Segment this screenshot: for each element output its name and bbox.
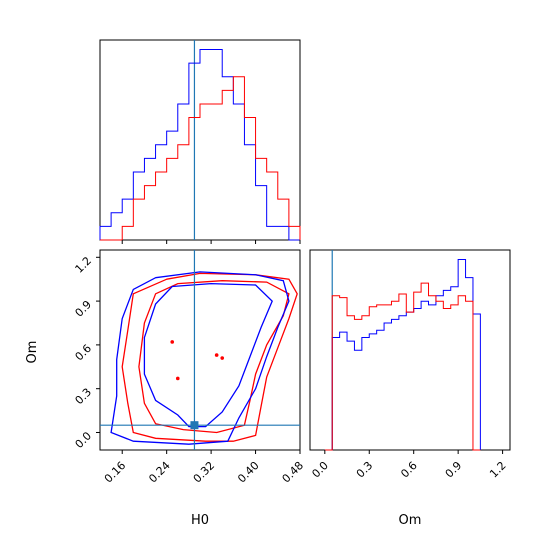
contour-panel: 0.16 0.24 0.32 0.40 0.48 0.00.30.60.91.2 H0 … bbox=[25, 249, 306, 528]
contour-y-tick-label: 0.6 bbox=[73, 342, 95, 364]
contour-y-tick-label: 1.2 bbox=[73, 254, 95, 276]
red-contour-line bbox=[121, 272, 298, 442]
red-contour-point bbox=[175, 376, 180, 381]
blue-contour-line bbox=[143, 282, 273, 428]
x-axis-label-h0: H0 bbox=[191, 513, 209, 528]
contour-x-tick-label: 0.40 bbox=[235, 459, 262, 486]
hist-om-blue-series bbox=[324, 259, 481, 451]
hist-om-red-series bbox=[324, 282, 481, 451]
truth-marker bbox=[190, 421, 199, 430]
contour-y-tick-label: 0.3 bbox=[73, 386, 95, 408]
hist-om-x-tick-label: 0.0 bbox=[309, 459, 331, 481]
hist-h0-blue-series bbox=[99, 49, 300, 241]
red-contour-point bbox=[214, 353, 219, 357]
contour-shapes bbox=[110, 271, 298, 445]
hist-h0-frame bbox=[99, 39, 301, 241]
contour-x-ticks: 0.16 0.24 0.32 0.40 0.48 bbox=[102, 450, 306, 485]
contour-x-tick-label: 0.32 bbox=[191, 459, 218, 486]
hist-h0-ticks bbox=[121, 240, 301, 244]
contour-x-tick-label: 0.48 bbox=[280, 459, 307, 486]
hist-h0-red-series bbox=[100, 76, 301, 241]
x-axis-label-om: Om bbox=[399, 513, 422, 528]
contour-y-tick-label: 0.0 bbox=[73, 429, 95, 451]
blue-contour-line bbox=[110, 271, 290, 445]
hist-om-frame bbox=[309, 249, 511, 451]
red-contour-point bbox=[220, 356, 225, 360]
contour-x-tick-label: 0.16 bbox=[102, 459, 129, 486]
contour-y-tick-label: 0.9 bbox=[73, 298, 95, 320]
contour-x-tick-label: 0.24 bbox=[146, 459, 173, 486]
hist-om-x-tick-label: 0.9 bbox=[443, 459, 465, 481]
hist-h0-panel bbox=[99, 39, 301, 244]
hist-om-x-ticks: 0.0 0.3 0.6 0.9 1.2 bbox=[309, 450, 509, 481]
contour-y-ticks: 0.0 0.3 0.6 0.9 1.2 bbox=[73, 254, 100, 451]
contour-frame bbox=[99, 249, 301, 451]
hist-om-x-tick-label: 0.3 bbox=[354, 459, 376, 481]
hist-om-x-tick-label: 0.6 bbox=[398, 459, 420, 481]
hist-om-panel: 0.0 0.3 0.6 0.9 1.2 Om bbox=[309, 249, 511, 528]
y-axis-label-om: Om bbox=[25, 341, 40, 364]
red-contour-point bbox=[170, 340, 175, 344]
hist-om-x-tick-label: 1.2 bbox=[487, 459, 509, 481]
